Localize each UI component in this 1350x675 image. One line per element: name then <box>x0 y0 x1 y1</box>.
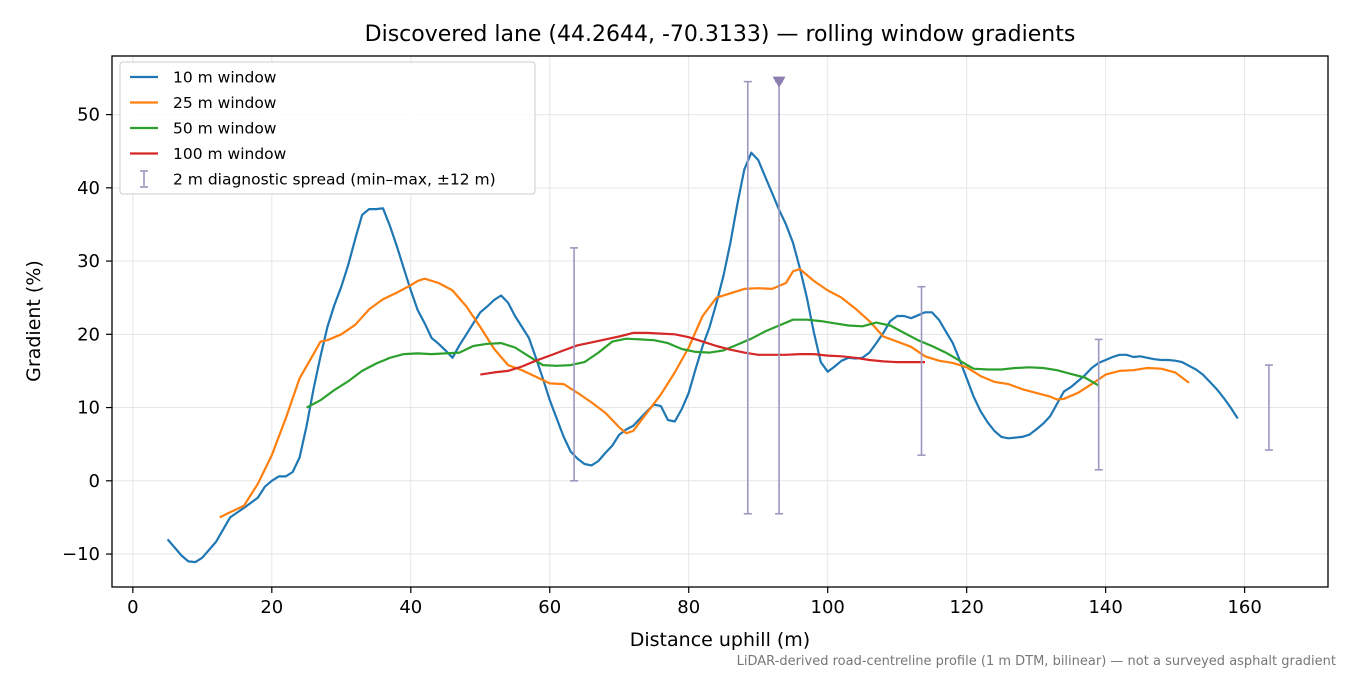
series-line-25-m-window <box>219 268 1190 519</box>
legend-label: 10 m window <box>173 69 277 87</box>
peak-marker <box>772 76 786 88</box>
peak-marker-layer <box>772 76 786 88</box>
x-tick-label: 160 <box>1227 597 1261 618</box>
y-tick-label: −10 <box>62 544 100 565</box>
x-tick-label: 60 <box>538 597 561 618</box>
diagnostic-spread-bar <box>570 247 579 482</box>
x-tick-label: 100 <box>811 597 845 618</box>
y-axis-label: Gradient (%) <box>23 260 45 382</box>
series-line-50-m-window <box>306 318 1100 409</box>
legend-item: 50 m window <box>130 120 277 138</box>
legend-label: 2 m diagnostic spread (min–max, ±12 m) <box>173 171 496 189</box>
plot-frame <box>111 55 1329 588</box>
chart-title: Discovered lane (44.2644, -70.3133) — ro… <box>365 22 1076 47</box>
x-tick-label: 120 <box>949 597 983 618</box>
diagnostic-spread-bar <box>1264 364 1273 451</box>
y-tick-label: 0 <box>89 471 100 492</box>
x-tick-label: 20 <box>260 597 283 618</box>
y-tick-label: 40 <box>77 178 100 199</box>
legend-item: 100 m window <box>130 145 287 163</box>
y-tick-label: 20 <box>77 324 100 345</box>
legend-item: 10 m window <box>130 69 277 87</box>
x-tick-label: 0 <box>127 597 138 618</box>
x-axis-label: Distance uphill (m) <box>630 629 810 651</box>
y-tick-label: 50 <box>77 105 100 126</box>
grid-lines <box>112 56 1328 587</box>
diagnostic-spread-bar <box>775 80 784 515</box>
legend-label: 100 m window <box>173 145 287 163</box>
x-axis-ticks: 0 20 40 60 80 100 120 140 160 <box>127 587 1262 618</box>
diagnostic-spread-bar <box>917 285 926 456</box>
legend: 10 m window 25 m window 50 m window 100 m w… <box>119 61 536 195</box>
legend-label: 50 m window <box>173 120 277 138</box>
y-axis-ticks: −10 0 10 20 30 40 50 <box>62 105 112 565</box>
legend-item: 2 m diagnostic spread (min–max, ±12 m) <box>140 170 496 189</box>
y-tick-label: 10 <box>77 398 100 419</box>
legend-box <box>119 61 536 195</box>
series-lines <box>166 151 1239 564</box>
footnote-text: LiDAR-derived road-centreline profile (1… <box>737 654 1336 669</box>
series-line-10-m-window <box>166 151 1239 564</box>
x-tick-label: 80 <box>677 597 700 618</box>
legend-item: 25 m window <box>130 94 277 112</box>
y-tick-label: 30 <box>77 251 100 272</box>
x-tick-label: 40 <box>399 597 422 618</box>
series-line-100-m-window <box>480 331 925 376</box>
diagnostic-spread-bar <box>1094 338 1103 471</box>
legend-label: 25 m window <box>173 94 277 112</box>
diagnostic-spread-bar <box>743 80 752 515</box>
diagnostic-spread-bars <box>570 80 1273 515</box>
x-tick-label: 140 <box>1088 597 1122 618</box>
